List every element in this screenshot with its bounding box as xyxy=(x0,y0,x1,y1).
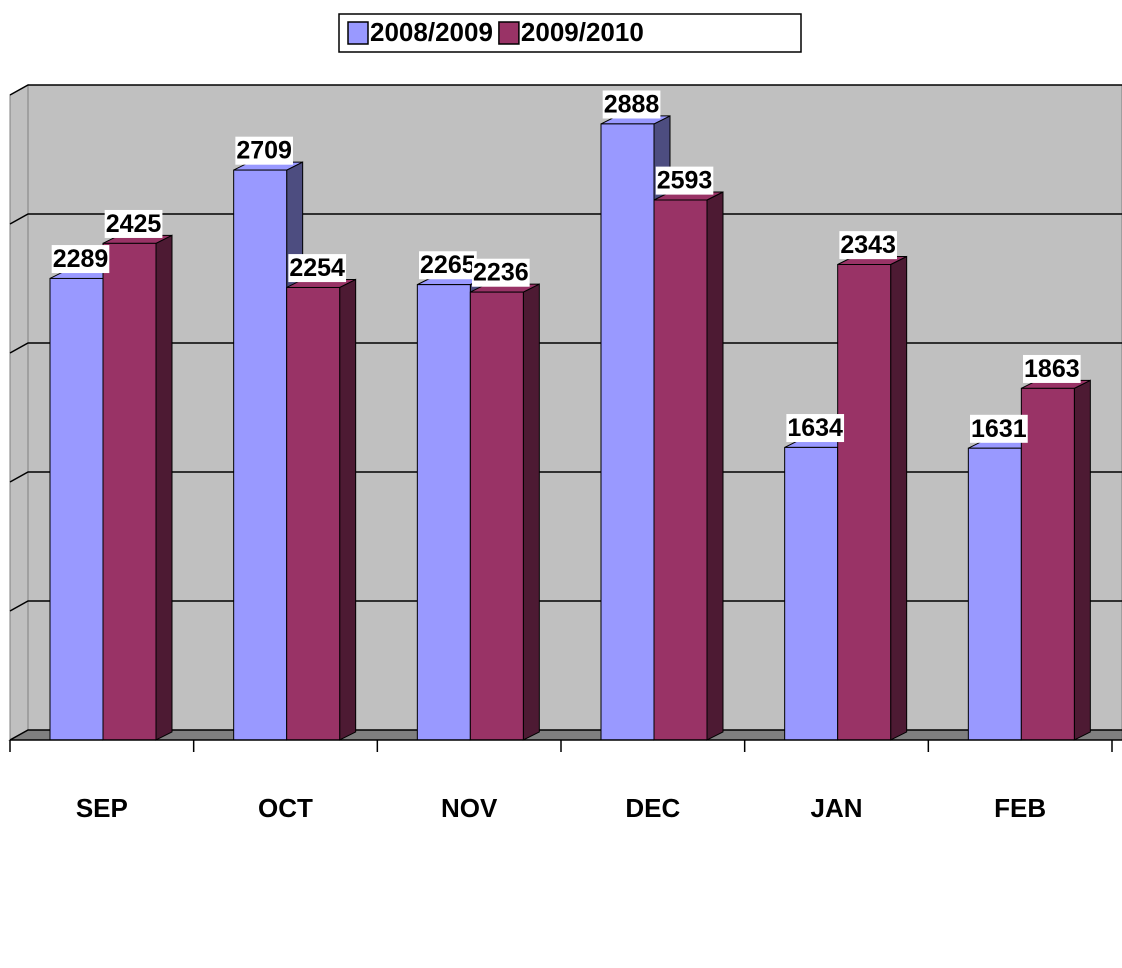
grid-line xyxy=(9,84,1122,96)
back-wall xyxy=(27,84,1122,731)
legend xyxy=(338,13,802,53)
x-tick-label: FEB xyxy=(994,793,1046,823)
x-tick-label: NOV xyxy=(441,793,498,823)
legend-swatch xyxy=(347,21,369,45)
grid-line xyxy=(9,600,1122,612)
grid-line xyxy=(9,342,1122,354)
data-label: 2265 xyxy=(420,251,476,279)
bar-face xyxy=(469,291,524,741)
legend-label: 2008/2009 xyxy=(370,17,493,47)
data-label-bg xyxy=(419,251,477,280)
legend-label: 2009/2010 xyxy=(521,17,644,47)
grid-line xyxy=(9,471,1122,483)
bar-face xyxy=(102,242,157,741)
x-tick-label: SEP xyxy=(76,793,128,823)
bar-face xyxy=(339,278,357,741)
bar-face xyxy=(706,191,724,741)
bar-face xyxy=(1073,379,1091,741)
data-label-bg xyxy=(235,136,293,165)
bar xyxy=(102,234,173,741)
bar-face xyxy=(522,283,540,741)
x-tick-label: OCT xyxy=(258,793,313,823)
grid-line xyxy=(9,213,1122,225)
data-label-bg xyxy=(288,254,347,283)
floor xyxy=(8,729,1122,741)
data-label-bg xyxy=(1023,354,1081,383)
data-label: 2289 xyxy=(53,245,109,273)
data-label-bg xyxy=(786,414,845,443)
bar-face xyxy=(837,264,892,741)
bar xyxy=(653,191,724,741)
data-label: 2593 xyxy=(657,167,713,195)
legend-swatch xyxy=(498,21,520,45)
bar-face xyxy=(967,447,1022,741)
bar-face xyxy=(784,446,839,741)
grid-line xyxy=(9,729,1122,741)
data-label-bg xyxy=(839,231,897,260)
data-label: 1863 xyxy=(1024,355,1080,383)
data-label-bg xyxy=(104,209,163,238)
data-label: 2709 xyxy=(236,137,292,165)
data-label-bg xyxy=(602,90,661,119)
data-label: 1634 xyxy=(787,414,843,442)
bar xyxy=(286,278,357,741)
bar-face xyxy=(600,123,655,741)
bar-face xyxy=(49,277,104,741)
x-tick-label: DEC xyxy=(625,793,680,823)
bar-face xyxy=(416,284,471,741)
data-label: 1631 xyxy=(971,415,1027,443)
bar-face xyxy=(155,234,173,741)
data-label-bg xyxy=(472,258,530,287)
bar xyxy=(1020,379,1091,741)
data-label: 2888 xyxy=(604,91,660,119)
bar-face xyxy=(1020,387,1075,741)
side-wall xyxy=(9,84,29,741)
bar-face xyxy=(286,286,341,741)
legend-box xyxy=(338,13,802,53)
data-label: 2254 xyxy=(289,254,345,282)
bar-face xyxy=(233,169,288,741)
bar xyxy=(837,255,908,741)
data-label-bg xyxy=(51,245,110,274)
x-tick-label: JAN xyxy=(810,793,862,823)
bar-face xyxy=(653,199,708,741)
data-label: 2343 xyxy=(840,231,896,259)
data-label-bg xyxy=(655,166,714,195)
data-label: 2236 xyxy=(473,259,529,287)
bar-face xyxy=(890,255,908,741)
data-label-bg xyxy=(970,414,1028,443)
bar xyxy=(469,283,540,741)
data-label: 2425 xyxy=(106,210,162,238)
